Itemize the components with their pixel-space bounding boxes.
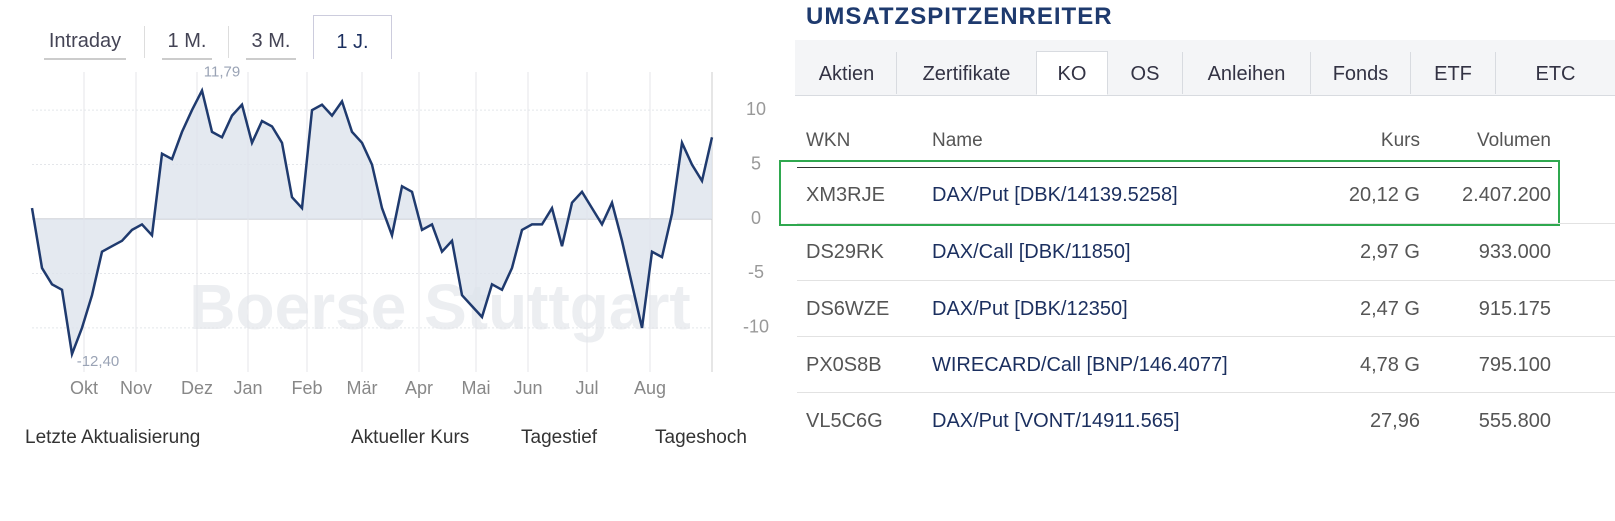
x-tick-label: Feb: [291, 378, 322, 398]
row-rule: [797, 280, 1615, 281]
chart-tab[interactable]: 1 M.: [162, 26, 212, 60]
row-cell: DS29RK: [806, 241, 884, 263]
row-cell: 555.800: [1478, 410, 1551, 432]
row-cell: 2,97 G: [1359, 241, 1420, 263]
row-name: DAX/Put [DBK/14139.5258]: [932, 184, 1178, 206]
watermark: Boerse Stuttgart: [189, 271, 690, 343]
panel-title: UMSATZSPITZENREITER: [806, 3, 1113, 30]
panel-tab[interactable]: ETC: [1495, 52, 1615, 94]
panel-tab[interactable]: Anleihen: [1182, 52, 1310, 94]
row-name: DAX/Put [DBK/12350]: [932, 298, 1128, 320]
chart-tab[interactable]: 1 J.: [313, 15, 392, 59]
column-header: Kurs: [1380, 130, 1420, 151]
tab-separator: [144, 26, 145, 58]
x-tick-label: Apr: [405, 378, 433, 398]
panel-tab[interactable]: Zertifikate: [896, 52, 1036, 94]
panel-tab[interactable]: ETF: [1410, 52, 1495, 94]
quote-label: Tagestief: [521, 427, 598, 448]
y-tick-label: 5: [751, 153, 761, 173]
row-cell: 2.407.200: [1462, 184, 1551, 206]
row-cell: 2,47 G: [1359, 298, 1420, 320]
row-rule: [797, 392, 1615, 393]
y-tick-label: -10: [743, 317, 769, 337]
header-rule: [797, 167, 1552, 168]
quote-label: Tageshoch: [655, 427, 747, 448]
tab-separator: [228, 26, 229, 58]
row-cell: 795.100: [1478, 354, 1551, 376]
quote-label: Letzte Aktualisierung: [25, 427, 201, 448]
panel-tab[interactable]: Fonds: [1310, 52, 1410, 94]
line: [30, 87, 714, 359]
panel-tab[interactable]: OS: [1130, 63, 1160, 85]
area: [32, 90, 712, 354]
row-cell: DS6WZE: [806, 298, 890, 320]
row-cell: 4,78 G: [1359, 354, 1420, 376]
y-tick-label: 0: [751, 208, 761, 228]
row-cell: VL5C6G: [806, 410, 883, 432]
chart-tab[interactable]: Intraday: [44, 26, 126, 60]
x-tick-label: Dez: [181, 378, 213, 398]
x-tick-label: Aug: [634, 378, 666, 398]
x-tick-label: Okt: [70, 378, 98, 398]
row-name: DAX/Call [DBK/11850]: [932, 241, 1131, 263]
chart-tab[interactable]: 3 M.: [246, 26, 296, 60]
row-cell: 27,96: [1369, 410, 1420, 432]
row-cell: XM3RJE: [806, 184, 885, 206]
x-tick-label: Jan: [233, 378, 262, 398]
quote-label: Aktueller Kurs: [351, 427, 470, 448]
column-header: Name: [932, 130, 983, 151]
highlight-box: [779, 160, 1560, 226]
x-tick-label: Nov: [120, 378, 152, 398]
x-tick-label: Mär: [347, 378, 378, 398]
row-cell: 915.175: [1478, 298, 1551, 320]
max-label: 11,79: [204, 64, 240, 81]
row-cell: 20,12 G: [1348, 184, 1420, 206]
column-header: Volumen: [1477, 130, 1551, 151]
row-cell: PX0S8B: [806, 354, 882, 376]
y-tick-label: -5: [748, 262, 764, 282]
panel-tab[interactable]: KO: [1036, 51, 1108, 95]
x-tick-label: Mai: [461, 378, 490, 398]
tab-band: [795, 40, 1615, 96]
column-header: WKN: [806, 130, 851, 151]
chart: Boerse Stuttgart 10 5 0 -5 -10 Okt Nov Dez Jan Feb…: [30, 64, 769, 398]
x-tick-label: Jun: [513, 378, 542, 398]
min-label: -12,40: [77, 353, 120, 370]
row-rule: [797, 223, 1615, 224]
y-tick-label: 10: [746, 99, 766, 119]
row-cell: 933.000: [1478, 241, 1551, 263]
panel-tab[interactable]: Aktien: [818, 63, 875, 85]
x-tick-label: Jul: [575, 378, 598, 398]
row-rule: [797, 336, 1615, 337]
row-name: DAX/Put [VONT/14911.565]: [932, 410, 1180, 432]
row-name: WIRECARD/Call [BNP/146.4077]: [932, 354, 1228, 376]
